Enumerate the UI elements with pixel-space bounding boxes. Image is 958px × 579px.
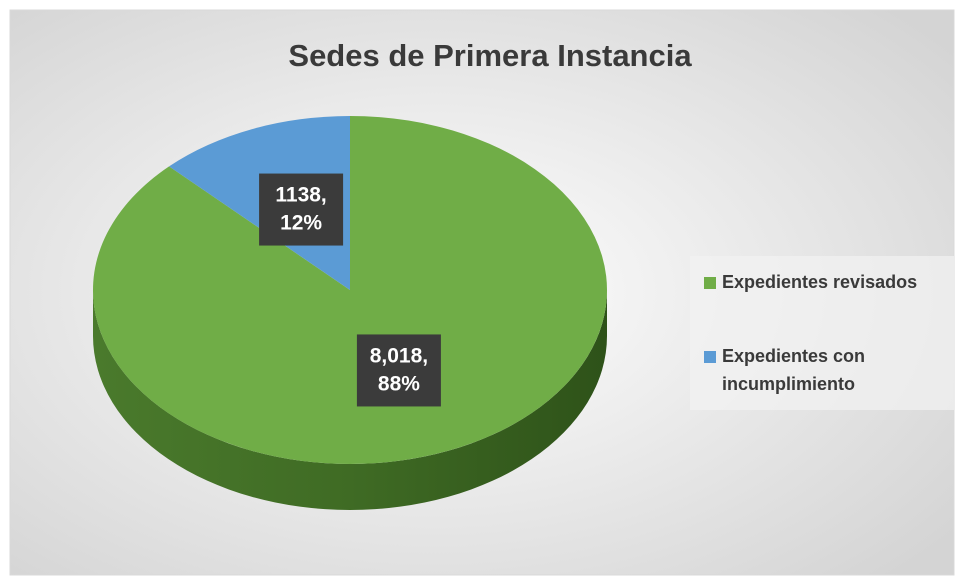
legend-label: Expedientes revisados <box>722 272 917 292</box>
data-label-line: 12% <box>280 211 322 234</box>
legend-label: Expedientes con incumplimiento <box>722 346 865 394</box>
pie-side <box>93 290 607 510</box>
chart-title: Sedes de Primera Instancia <box>288 38 692 73</box>
legend-swatch <box>704 277 716 289</box>
legend-swatch <box>704 351 716 363</box>
legend-box <box>690 256 954 410</box>
data-label-line: 1138, <box>275 183 326 206</box>
data-label: 1138, 12% <box>275 183 326 234</box>
data-label: 8,018, 88% <box>370 344 428 395</box>
data-label-box <box>259 173 344 246</box>
legend-label-line: Expedientes con <box>722 346 865 366</box>
data-label-line: 8,018, <box>370 344 428 367</box>
legend-label-line: incumplimiento <box>722 374 855 394</box>
data-label-line: 88% <box>378 372 420 395</box>
data-label-box <box>356 334 441 407</box>
